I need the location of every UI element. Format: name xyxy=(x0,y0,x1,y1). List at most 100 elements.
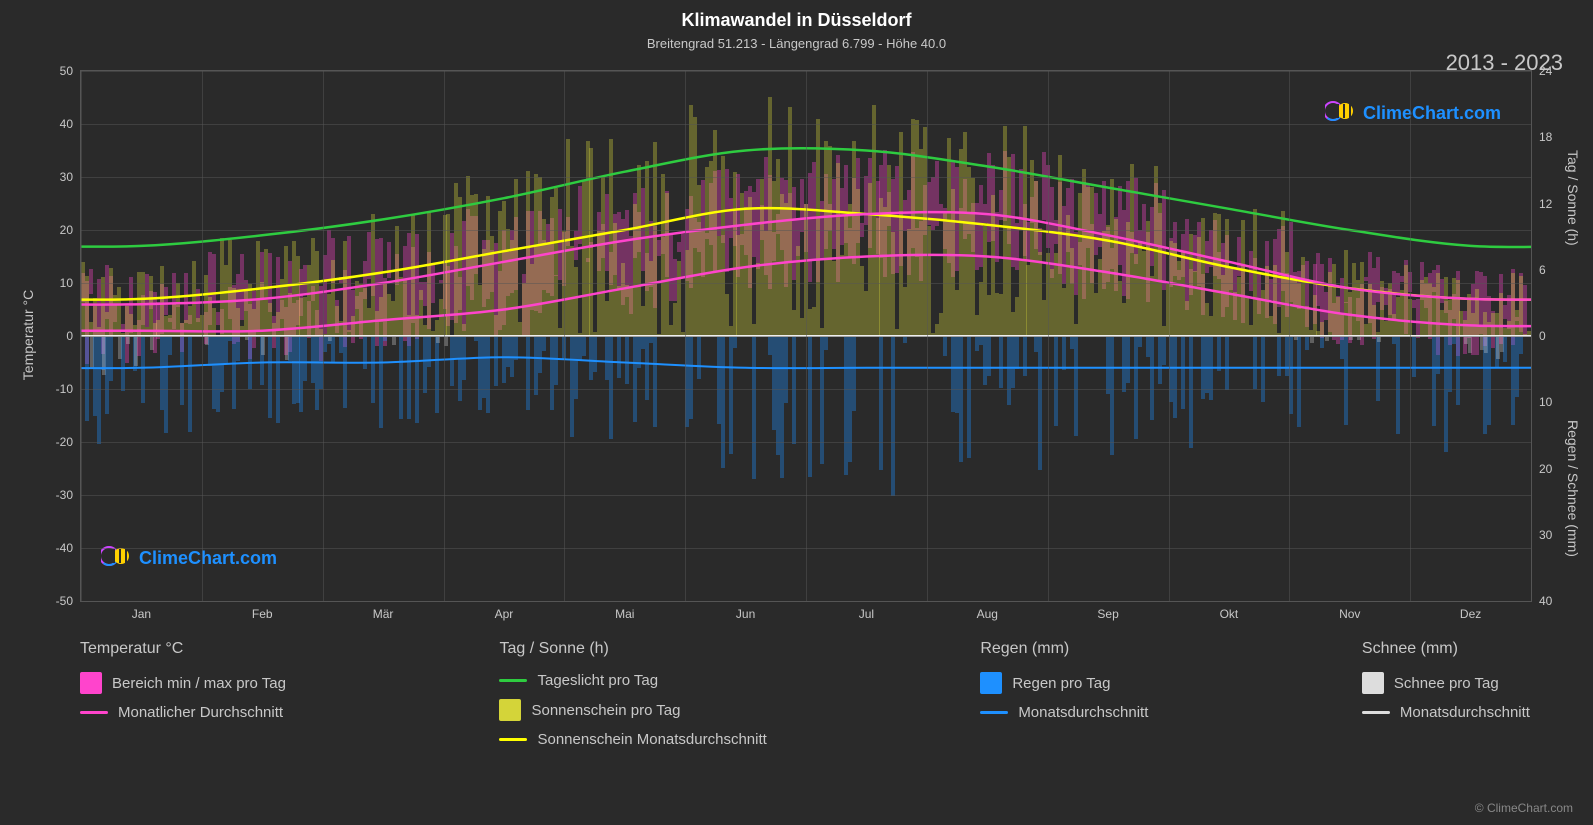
daily-temp-bar xyxy=(1106,227,1110,281)
daily-temp-bar xyxy=(1400,276,1404,283)
daily-sunshine-bar xyxy=(733,172,737,336)
yaxis-left-tick: 0 xyxy=(66,329,81,343)
daily-rain-bar xyxy=(951,336,955,412)
daily-rain-bar xyxy=(1209,336,1213,400)
daily-temp-bar xyxy=(1313,264,1317,323)
daily-temp-bar xyxy=(454,246,458,323)
daily-temp-bar xyxy=(101,304,105,354)
daily-temp-bar xyxy=(228,287,232,319)
daily-temp-bar xyxy=(1142,204,1146,246)
daily-rain-bar xyxy=(1392,336,1396,344)
legend-swatch-icon xyxy=(980,672,1002,694)
daily-temp-bar xyxy=(363,261,367,299)
daily-temp-bar xyxy=(1448,310,1452,345)
daily-snow-bar xyxy=(1484,336,1488,353)
daily-temp-bar xyxy=(586,258,590,262)
daily-sunshine-bar xyxy=(446,214,450,336)
legend: Temperatur °CBereich min / max pro TagMo… xyxy=(80,640,1530,748)
daily-temp-bar xyxy=(236,274,240,342)
daily-sunshine-bar xyxy=(1368,284,1372,336)
daily-temp-bar xyxy=(796,220,800,255)
daily-sunshine-bar xyxy=(1209,316,1213,336)
daily-temp-bar xyxy=(669,234,673,302)
yaxis-right-top-tick: 24 xyxy=(1531,64,1552,78)
daily-sunshine-bar xyxy=(149,276,153,336)
daily-rain-bar xyxy=(852,336,856,411)
daily-sunshine-bar xyxy=(1019,260,1023,336)
daily-temp-bar xyxy=(828,204,832,231)
yaxis-left-tick: 20 xyxy=(60,223,81,237)
daily-sunshine-bar xyxy=(1130,164,1134,336)
daily-temp-bar xyxy=(744,191,748,255)
xaxis-tick: Jul xyxy=(859,601,874,621)
daily-temp-bar xyxy=(760,205,764,240)
daily-temp-bar xyxy=(736,174,740,277)
yaxis-right-top-tick: 6 xyxy=(1531,263,1546,277)
daily-temp-bar xyxy=(1177,270,1181,280)
daily-rain-bar xyxy=(101,336,105,370)
daily-sunshine-bar xyxy=(1038,252,1042,336)
daily-temp-bar xyxy=(256,299,260,331)
chart-subtitle: Breitengrad 51.213 - Längengrad 6.799 - … xyxy=(0,36,1593,51)
daily-sunshine-bar xyxy=(1459,311,1463,336)
daily-snow-bar xyxy=(102,336,106,375)
daily-temp-bar xyxy=(756,179,760,269)
daily-temp-bar xyxy=(589,242,593,248)
yaxis-right-bottom-title: Regen / Schnee (mm) xyxy=(1565,420,1581,557)
daily-rain-bar xyxy=(292,336,296,404)
daily-temp-bar xyxy=(450,233,454,320)
daily-temp-bar xyxy=(299,269,303,317)
legend-label: Schnee pro Tag xyxy=(1394,675,1499,692)
daily-sunshine-bar xyxy=(995,293,999,336)
daily-temp-bar xyxy=(1491,311,1495,348)
daily-sunshine-bar xyxy=(979,282,983,336)
daily-sunshine-bar xyxy=(538,177,542,336)
daily-snow-bar xyxy=(90,336,94,369)
daily-temp-bar xyxy=(1452,294,1456,320)
daily-temp-bar xyxy=(502,230,506,325)
daily-temp-bar xyxy=(1420,262,1424,300)
daily-temp-bar xyxy=(1030,197,1034,223)
daily-rain-bar xyxy=(955,336,959,413)
daily-temp-bar xyxy=(784,180,788,287)
legend-line-icon xyxy=(80,711,108,714)
daily-sunshine-bar xyxy=(641,306,645,336)
daily-sunshine-bar xyxy=(665,193,669,336)
daily-temp-bar xyxy=(172,273,176,330)
daily-temp-bar xyxy=(1213,220,1217,277)
daily-sunshine-bar xyxy=(1054,253,1058,336)
daily-temp-bar xyxy=(1416,299,1420,339)
legend-column: Regen (mm)Regen pro TagMonatsdurchschnit… xyxy=(980,640,1148,748)
daily-rain-bar xyxy=(1376,336,1380,401)
legend-title: Tag / Sonne (h) xyxy=(499,640,766,658)
daily-temp-bar xyxy=(446,266,450,326)
legend-line-icon xyxy=(499,738,527,741)
daily-temp-bar xyxy=(1146,232,1150,302)
daily-rain-bar xyxy=(1134,336,1138,439)
daily-rain-bar xyxy=(1503,336,1507,362)
daily-sunshine-bar xyxy=(756,263,760,336)
daily-sunshine-bar xyxy=(530,264,534,336)
daily-sunshine-bar xyxy=(740,193,744,336)
legend-label: Sonnenschein Monatsdurchschnitt xyxy=(537,731,766,748)
daily-temp-bar xyxy=(1507,295,1511,329)
daily-temp-bar xyxy=(1054,220,1058,244)
daily-rain-bar xyxy=(1173,336,1177,418)
legend-item: Sonnenschein pro Tag xyxy=(499,699,766,721)
daily-sunshine-bar xyxy=(176,283,180,336)
daily-sunshine-bar xyxy=(824,141,828,336)
daily-sunshine-bar xyxy=(736,235,740,336)
daily-temp-bar xyxy=(792,187,796,279)
daily-temp-bar xyxy=(1062,206,1066,283)
daily-rain-bar xyxy=(1456,336,1460,405)
daily-temp-bar xyxy=(1305,261,1309,327)
daily-rain-bar xyxy=(983,336,987,385)
daily-sunshine-bar xyxy=(435,320,439,336)
daily-temp-bar xyxy=(1086,185,1090,248)
daily-sunshine-bar xyxy=(109,268,113,336)
daily-sunshine-bar xyxy=(744,207,748,336)
daily-temp-bar xyxy=(1380,287,1384,310)
daily-sunshine-bar xyxy=(1229,268,1233,336)
daily-rain-bar xyxy=(633,336,637,422)
daily-sunshine-bar xyxy=(268,303,272,336)
